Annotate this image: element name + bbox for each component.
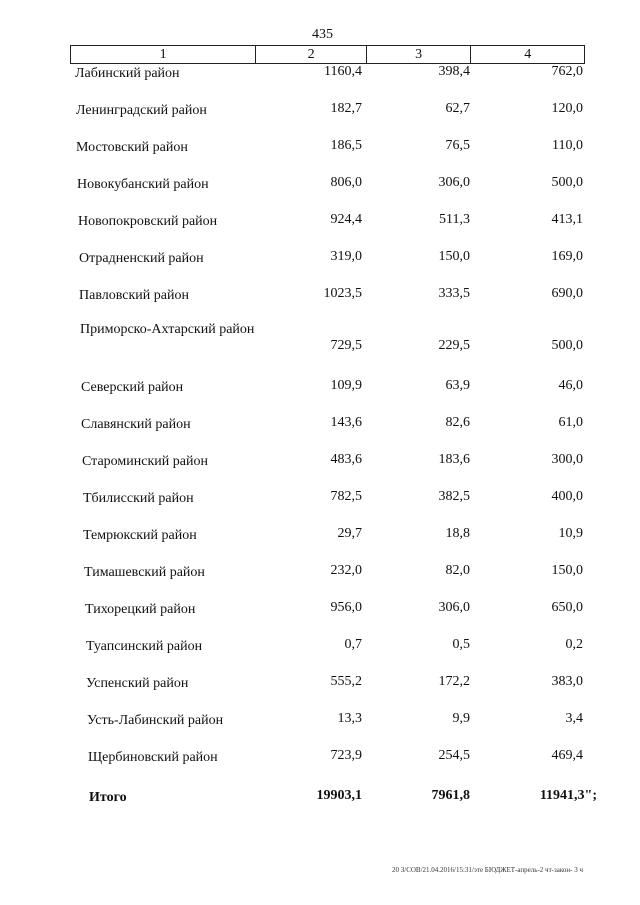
cell-value: 555,2 xyxy=(330,674,363,689)
row-label: Успенский район xyxy=(86,676,189,691)
cell-value: 61,0 xyxy=(558,415,584,430)
row-label: Новокубанский район xyxy=(77,177,209,192)
cell-value: 229,5 xyxy=(438,338,471,353)
cell-value: 1023,5 xyxy=(323,286,363,301)
row-label: Лабинский район xyxy=(75,66,180,81)
cell-value: 0,5 xyxy=(452,637,471,652)
cell-value: 13,3 xyxy=(337,711,363,726)
cell-value: 500,0 xyxy=(551,338,584,353)
cell-value: 18,8 xyxy=(445,526,471,541)
cell-value: 383,0 xyxy=(551,674,584,689)
header-cell: 4 xyxy=(470,46,584,63)
row-label: Новопокровский район xyxy=(78,214,218,229)
cell-value: 9,9 xyxy=(452,711,471,726)
cell-value: 398,4 xyxy=(438,64,471,79)
cell-value: 143,6 xyxy=(330,415,363,430)
cell-value: 186,5 xyxy=(330,138,363,153)
cell-value: 956,0 xyxy=(330,600,363,615)
cell-value: 110,0 xyxy=(552,138,583,153)
cell-value: 319,0 xyxy=(330,249,363,264)
row-label: Тимашевский район xyxy=(84,565,205,580)
cell-value: 76,5 xyxy=(445,138,471,153)
row-label: Усть-Лабинский район xyxy=(87,713,224,728)
row-label: Староминский район xyxy=(82,454,208,469)
cell-value: 63,9 xyxy=(445,378,471,393)
cell-value: 10,9 xyxy=(558,526,584,541)
row-label: Отрадненский район xyxy=(79,251,204,266)
row-label: Щербиновский район xyxy=(88,750,218,765)
cell-value: 306,0 xyxy=(438,600,471,615)
header-cell: 2 xyxy=(255,46,366,63)
table-header: 1 2 3 4 xyxy=(70,45,585,64)
row-label: Приморско-Ахтарский район xyxy=(80,322,255,337)
cell-value: 400,0 xyxy=(551,489,584,504)
cell-value: 413,1 xyxy=(551,212,584,227)
cell-value: 150,0 xyxy=(438,249,471,264)
total-value: 11941,3"; xyxy=(539,788,597,803)
row-label: Туапсинский район xyxy=(86,639,203,654)
total-label: Итого xyxy=(89,790,127,805)
cell-value: 1160,4 xyxy=(324,64,362,79)
footer: 20 З/СОВ/21.04.2016/15:31/эте БЮДЖЕТ-апр… xyxy=(392,866,583,874)
total-value: 19903,1 xyxy=(316,788,363,803)
cell-value: 500,0 xyxy=(551,175,584,190)
total-value: 7961,8 xyxy=(431,788,471,803)
cell-value: 3,4 xyxy=(565,711,584,726)
cell-value: 723,9 xyxy=(330,748,363,763)
cell-value: 729,5 xyxy=(330,338,363,353)
cell-value: 382,5 xyxy=(438,489,471,504)
row-label: Северский район xyxy=(81,380,184,395)
cell-value: 254,5 xyxy=(438,748,471,763)
cell-value: 0,7 xyxy=(344,637,363,652)
row-label: Тбилисский район xyxy=(83,491,194,506)
cell-value: 120,0 xyxy=(551,101,584,116)
cell-value: 924,4 xyxy=(330,212,363,227)
cell-value: 29,7 xyxy=(337,526,363,541)
cell-value: 172,2 xyxy=(438,674,471,689)
cell-value: 109,9 xyxy=(330,378,363,393)
cell-value: 150,0 xyxy=(551,563,584,578)
row-label: Тихорецкий район xyxy=(85,602,196,617)
cell-value: 806,0 xyxy=(330,175,363,190)
cell-value: 762,0 xyxy=(551,64,584,79)
cell-value: 182,7 xyxy=(330,101,363,116)
cell-value: 183,6 xyxy=(438,452,471,467)
header-cell: 1 xyxy=(159,47,167,62)
header-cell: 3 xyxy=(365,46,471,63)
row-label: Павловский район xyxy=(79,288,189,303)
cell-value: 300,0 xyxy=(551,452,584,467)
row-label: Темрюкский район xyxy=(83,528,197,543)
page-number: 435 xyxy=(312,27,333,42)
cell-value: 62,7 xyxy=(445,101,471,116)
cell-value: 82,6 xyxy=(445,415,471,430)
cell-value: 232,0 xyxy=(330,563,363,578)
row-label: Мостовский район xyxy=(76,140,188,155)
cell-value: 82,0 xyxy=(445,563,471,578)
cell-value: 690,0 xyxy=(551,286,584,301)
cell-value: 46,0 xyxy=(558,378,584,393)
cell-value: 306,0 xyxy=(438,175,471,190)
row-label: Славянский район xyxy=(81,417,191,432)
cell-value: 650,0 xyxy=(551,600,584,615)
cell-value: 782,5 xyxy=(330,489,363,504)
cell-value: 333,5 xyxy=(438,286,471,301)
row-label: Ленинградский район xyxy=(76,103,207,118)
cell-value: 511,3 xyxy=(439,212,470,227)
cell-value: 483,6 xyxy=(330,452,363,467)
cell-value: 169,0 xyxy=(551,249,584,264)
cell-value: 469,4 xyxy=(551,748,584,763)
cell-value: 0,2 xyxy=(565,637,584,652)
